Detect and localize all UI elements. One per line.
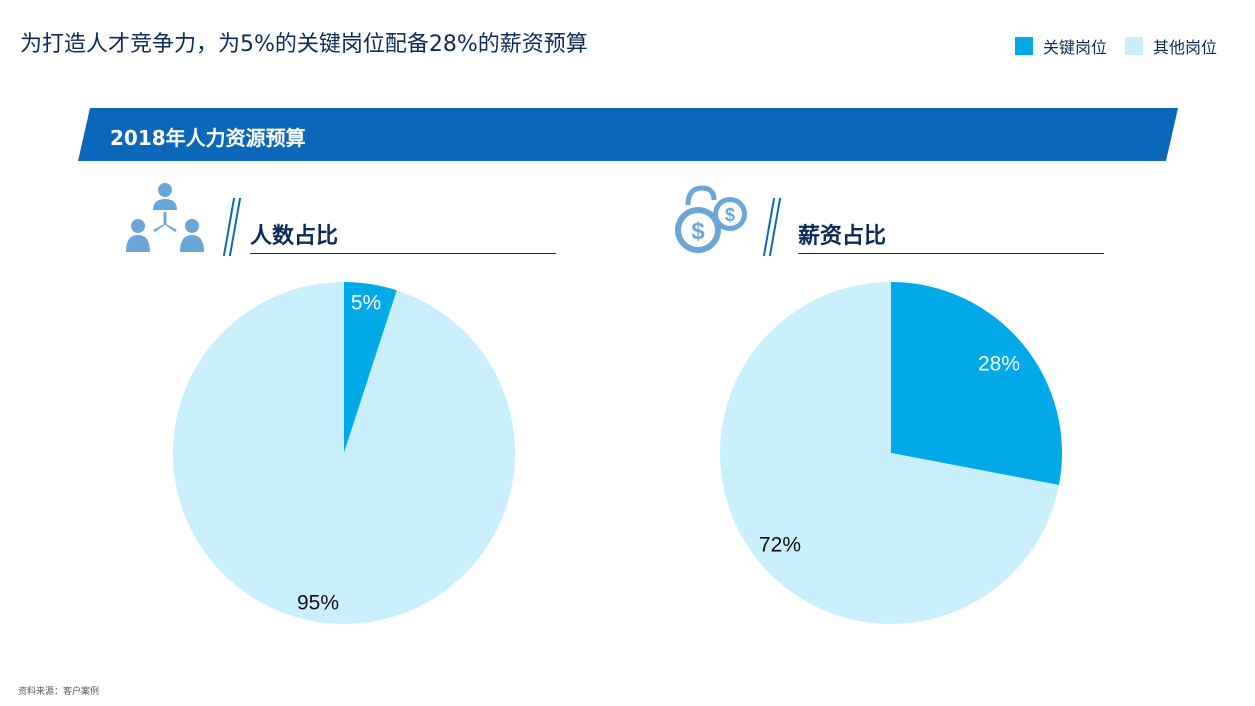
panel-underline bbox=[798, 253, 1104, 254]
legend-item-key-positions: 关键岗位 bbox=[1014, 34, 1107, 58]
pie-slice-1-0 bbox=[891, 282, 1062, 486]
pie-data-label-1-1: 72% bbox=[759, 534, 801, 557]
pie-data-label-0-1: 95% bbox=[297, 592, 339, 615]
chart-legend: 关键岗位 其他岗位 bbox=[1014, 34, 1217, 58]
section-banner bbox=[78, 108, 1178, 161]
panel-label-salary: 薪资占比 bbox=[798, 224, 887, 249]
people-network-icon bbox=[120, 180, 210, 260]
legend-item-other-positions: 其他岗位 bbox=[1124, 34, 1217, 58]
pie-data-label-0-0: 5% bbox=[351, 292, 381, 315]
pie-slice-0-1 bbox=[173, 282, 516, 624]
panel-underline bbox=[250, 253, 556, 254]
page-title: 为打造人才竞争力，为5%的关键岗位配备28%的薪资预算 bbox=[20, 32, 588, 57]
panel-header-headcount: 人数占比 bbox=[120, 180, 560, 260]
legend-swatch-key-positions bbox=[1014, 37, 1033, 55]
panel-label-headcount: 人数占比 bbox=[250, 224, 339, 249]
banner-title: 2018年人力资源预算 bbox=[110, 126, 306, 150]
dollar-coins-icon: $ $ bbox=[668, 180, 758, 260]
legend-swatch-other-positions bbox=[1124, 37, 1143, 55]
pie-slice-0-0 bbox=[344, 282, 397, 453]
legend-label-key-positions: 关键岗位 bbox=[1042, 38, 1107, 57]
source-note: 资料来源：客户案例 bbox=[18, 687, 100, 697]
pie-data-label-1-0: 28% bbox=[978, 353, 1020, 376]
header-divider bbox=[762, 198, 786, 256]
legend-label-other-positions: 其他岗位 bbox=[1152, 38, 1217, 57]
pie-slice-1-1 bbox=[719, 282, 1059, 625]
svg-text:$: $ bbox=[725, 205, 735, 225]
svg-text:$: $ bbox=[691, 218, 705, 245]
panel-header-salary: $ $ 薪资占比 bbox=[668, 180, 1108, 260]
header-divider bbox=[222, 198, 246, 256]
pie-charts: 5% 95% 28% 72% bbox=[173, 282, 1062, 625]
